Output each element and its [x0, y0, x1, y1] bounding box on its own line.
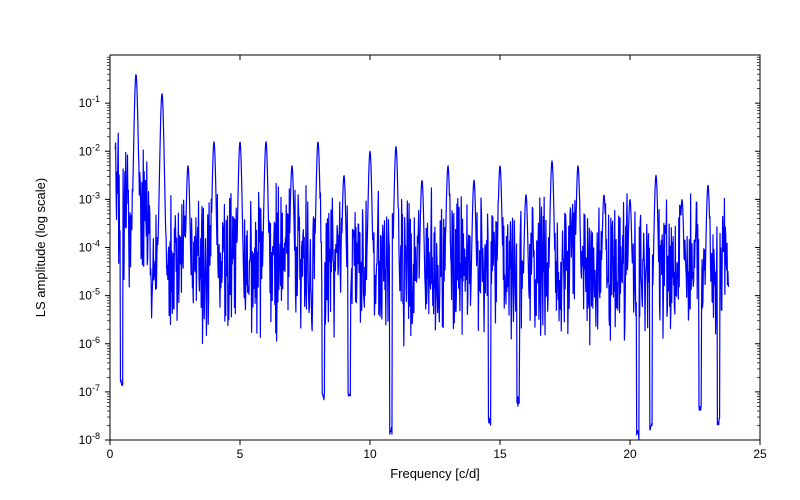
y-tick-label: 10-3: [79, 190, 100, 206]
y-tick-label: 10-5: [79, 287, 100, 303]
x-tick-label: 5: [237, 447, 244, 461]
x-tick-label: 20: [623, 447, 637, 461]
periodogram-chart: 0 5 10 15 20 25 Frequency [c/d] 10-8 10-7 10-6 10-…: [0, 0, 800, 500]
y-tick-label: 10-7: [79, 383, 100, 399]
y-tick-label: 10-4: [79, 239, 100, 255]
x-tick-label: 10: [363, 447, 377, 461]
x-axis-label: Frequency [c/d]: [390, 466, 480, 481]
y-tick-label: 10-8: [79, 431, 100, 447]
y-tick-label: 10-2: [79, 142, 100, 158]
y-tick-label: 10-6: [79, 335, 100, 351]
x-tick-label: 15: [493, 447, 507, 461]
chart-container: 0 5 10 15 20 25 Frequency [c/d] 10-8 10-7 10-6 10-…: [0, 0, 800, 500]
y-tick-label: 10-1: [79, 94, 100, 110]
spectrum-line: [115, 75, 729, 440]
x-tick-label: 25: [753, 447, 767, 461]
y-axis-label: LS amplitude (log scale): [33, 178, 48, 317]
x-tick-label: 0: [107, 447, 114, 461]
